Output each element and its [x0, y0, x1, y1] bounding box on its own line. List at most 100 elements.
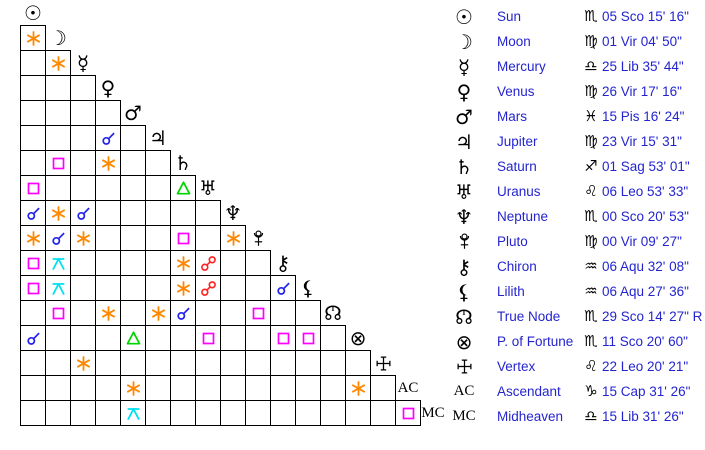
grid-point-chiron: ⚷	[270, 250, 296, 276]
aspect-cell-chiron-pluto	[245, 250, 271, 276]
sextile-icon	[51, 205, 65, 221]
aspect-cell-midheaven-ascendant	[395, 400, 421, 426]
aspect-cell-mars-mercury	[70, 100, 96, 126]
aspect-cell-lilith-pluto	[245, 275, 271, 301]
point-position: 05 Sco 15' 16"	[602, 9, 689, 24]
square-icon	[302, 332, 314, 344]
grid-point-pluto	[245, 225, 271, 251]
conjunction-icon	[26, 332, 40, 345]
aspect-cell-ascendant-vertex	[370, 375, 396, 401]
aspect-cell-saturn-moon	[45, 150, 71, 176]
mars-glyph-cell: ♂	[449, 104, 479, 129]
point-position: 06 Aqu 27' 36"	[602, 284, 689, 299]
saturn-icon: ♄	[455, 154, 473, 179]
table-row-lilith: ⚸ Lilith ♒ 06 Aqu 27' 36"	[0, 279, 705, 304]
true-node-glyph-cell: ☊ T	[449, 304, 479, 329]
grid-point-vertex	[370, 350, 396, 376]
table-row-saturn: ♄ Saturn ♐ 01 Sag 53' 01"	[0, 154, 705, 179]
aspect-grid: ☉ ☽ ☿ ♀ ♂ ♃ ♄ ♅ ♆ ⚷ ⚸ ☊ T ⊗ AC MC	[20, 0, 447, 427]
grid-point-uranus: ♅	[195, 175, 221, 201]
aspect-cell-ascendant-moon	[45, 375, 71, 401]
midheaven-label: MC	[421, 404, 445, 421]
point-position: 26 Vir 17' 16"	[602, 84, 682, 99]
p-of-fortune-icon: ⊗	[455, 329, 473, 354]
saturn-icon: ♄	[174, 151, 192, 175]
aspect-cell-true-node-chiron	[270, 300, 296, 326]
sign-glyph: ♍	[584, 82, 598, 100]
table-row-sun: ☉ Sun ♏ 05 Sco 15' 16"	[0, 4, 705, 29]
lilith-glyph-cell: ⚸	[449, 279, 479, 304]
uranus-icon: ♅	[199, 176, 217, 200]
square-icon	[402, 407, 414, 419]
table-row-chiron: ⚷ Chiron ♒ 06 Aqu 32' 08"	[0, 254, 705, 279]
sign-glyph: ♍	[584, 232, 598, 250]
point-position: 25 Lib 35' 44"	[602, 59, 684, 74]
table-row-ascendant: AC Ascendant ♑ 15 Cap 31' 26"	[0, 379, 705, 404]
point-name: Venus	[497, 84, 535, 99]
aspect-cell-midheaven-neptune	[220, 400, 246, 426]
table-row-midheaven: MC Midheaven ♎ 15 Lib 31' 26"	[0, 404, 705, 429]
sun-icon: ☉	[24, 1, 42, 25]
point-position: 23 Vir 15' 31"	[602, 134, 682, 149]
pluto-glyph-cell	[449, 229, 479, 254]
vertex-icon	[456, 359, 472, 374]
table-row-mars: ♂ Mars ♓ 15 Pis 16' 24"	[0, 104, 705, 129]
point-name: P. of Fortune	[497, 334, 574, 349]
point-position: 15 Pis 16' 24"	[602, 109, 685, 124]
sextile-icon	[51, 55, 65, 71]
point-position: 15 Cap 31' 26"	[602, 384, 691, 399]
sun-icon: ☉	[455, 4, 473, 29]
sextile-icon	[176, 280, 190, 296]
aspect-cell-true-node-saturn	[170, 300, 196, 326]
sextile-icon	[126, 380, 140, 396]
point-name: Ascendant	[497, 384, 561, 399]
neptune-glyph-cell: ♆	[449, 204, 479, 229]
aspect-cell-p-of-fortune-lilith	[295, 325, 321, 351]
aspect-cell-chiron-venus	[95, 250, 121, 276]
point-position: 01 Sag 53' 01"	[602, 159, 690, 174]
mars-icon: ♂	[455, 104, 473, 129]
mercury-icon: ☿	[457, 54, 471, 79]
table-row-mercury: ☿ Mercury ♎ 25 Lib 35' 44"	[0, 54, 705, 79]
sextile-icon	[26, 230, 40, 246]
sign-glyph: ♑	[584, 382, 598, 400]
grid-point-midheaven: MC	[420, 400, 446, 426]
point-name: Mars	[497, 109, 527, 124]
aspect-cell-lilith-uranus	[195, 275, 221, 301]
p-of-fortune-icon: ⊗	[349, 326, 367, 350]
aspect-cell-true-node-venus	[95, 300, 121, 326]
midheaven-label: MC	[452, 408, 476, 424]
venus-icon: ♀	[456, 79, 472, 104]
aspect-cell-lilith-chiron	[270, 275, 296, 301]
table-row-jupiter: ♃ Jupiter ♍ 23 Vir 15' 31"	[0, 129, 705, 154]
sign-glyph: ♌	[584, 182, 598, 200]
table-row-venus: ♀ Venus ♍ 26 Vir 17' 16"	[0, 79, 705, 104]
conjunction-icon	[101, 132, 115, 145]
point-name: Lilith	[497, 284, 525, 299]
aspect-cell-saturn-mercury	[70, 150, 96, 176]
sign-glyph: ♓	[584, 107, 598, 125]
square-icon	[52, 157, 64, 169]
point-name: Jupiter	[497, 134, 538, 149]
vertex-icon	[375, 355, 391, 371]
sextile-icon	[76, 355, 90, 371]
point-position: 01 Vir 04' 50"	[602, 34, 682, 49]
point-position: 00 Vir 09' 27"	[602, 234, 682, 249]
opposition-icon	[200, 255, 216, 271]
quincunx-icon	[126, 407, 140, 420]
sign-glyph: ♐	[584, 157, 598, 175]
aspect-cell-true-node-neptune	[220, 300, 246, 326]
aspect-cell-chiron-moon	[45, 250, 71, 276]
point-position: 06 Leo 53' 33"	[602, 184, 689, 199]
uranus-icon: ♅	[455, 179, 473, 204]
aspect-cell-vertex-venus	[95, 350, 121, 376]
square-icon	[202, 332, 214, 344]
aspect-cell-chiron-saturn	[170, 250, 196, 276]
sign-glyph: ♌	[584, 357, 598, 375]
sextile-icon	[101, 305, 115, 321]
point-name: Moon	[497, 34, 531, 49]
saturn-glyph-cell: ♄	[449, 154, 479, 179]
sign-glyph: ♏	[584, 207, 598, 225]
